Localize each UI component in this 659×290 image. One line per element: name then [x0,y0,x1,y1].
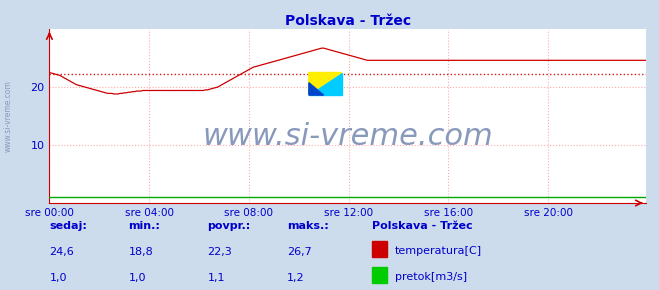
Text: 24,6: 24,6 [49,247,74,257]
Polygon shape [309,83,324,95]
Text: 1,0: 1,0 [129,273,146,283]
Text: www.si-vreme.com: www.si-vreme.com [3,80,13,152]
Text: 1,2: 1,2 [287,273,304,283]
Title: Polskava - Tržec: Polskava - Tržec [285,14,411,28]
Text: maks.:: maks.: [287,221,328,231]
Text: Polskava - Tržec: Polskava - Tržec [372,221,473,231]
Text: pretok[m3/s]: pretok[m3/s] [395,272,467,282]
Polygon shape [309,72,341,95]
Text: 1,1: 1,1 [208,273,225,283]
Text: 1,0: 1,0 [49,273,67,283]
Text: 18,8: 18,8 [129,247,154,257]
Text: temperatura[C]: temperatura[C] [395,246,482,256]
Text: sedaj:: sedaj: [49,221,87,231]
Text: www.si-vreme.com: www.si-vreme.com [202,122,493,151]
Text: min.:: min.: [129,221,160,231]
Text: povpr.:: povpr.: [208,221,251,231]
Text: 22,3: 22,3 [208,247,233,257]
Polygon shape [309,72,341,95]
Text: 26,7: 26,7 [287,247,312,257]
